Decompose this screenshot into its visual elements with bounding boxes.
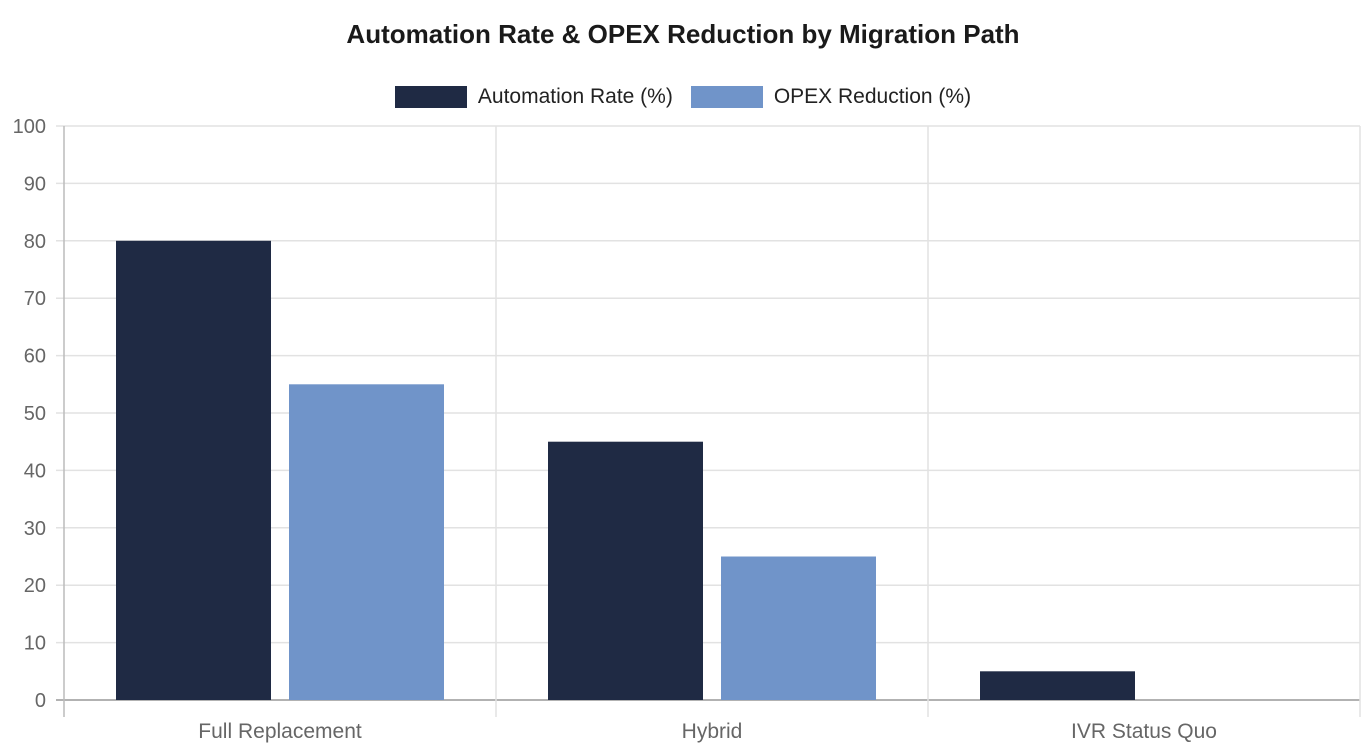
y-tick-label: 50 (24, 403, 46, 425)
y-tick-label: 60 (24, 346, 46, 368)
x-category-label: Full Replacement (198, 720, 362, 743)
legend-swatch-automation-rate (394, 86, 467, 108)
x-category-label: Hybrid (682, 720, 743, 743)
legend-item-opex-reduction[interactable]: OPEX Reduction (%) (690, 85, 972, 109)
legend-label-automation-rate: Automation Rate (%) (477, 85, 673, 108)
chart-title: Automation Rate & OPEX Reduction by Migr… (346, 19, 1020, 49)
legend-label-opex-reduction: OPEX Reduction (%) (773, 85, 972, 108)
legend-item-automation-rate[interactable]: Automation Rate (%) (394, 85, 673, 109)
y-tick-label: 100 (13, 116, 46, 138)
bar-automation-rate (980, 671, 1135, 700)
bar-opex-reduction (721, 556, 876, 700)
y-tick-label: 20 (24, 575, 46, 597)
tick-labels: 0 10 20 30 40 50 60 70 80 90 100 Full Replacement Hy… (13, 116, 1217, 743)
y-tick-label: 80 (24, 231, 46, 253)
y-tick-label: 10 (24, 633, 46, 655)
y-tick-label: 30 (24, 518, 46, 540)
bars (116, 240, 1135, 701)
y-tick-label: 0 (35, 690, 46, 712)
y-tick-label: 40 (24, 460, 46, 482)
grid-lines (56, 125, 1361, 717)
legend-swatch-opex-reduction (690, 86, 763, 108)
bar-opex-reduction (289, 384, 444, 700)
bar-automation-rate (548, 441, 703, 700)
bar-automation-rate (116, 240, 271, 701)
legend: Automation Rate (%) OPEX Reduction (%) (0, 83, 1366, 111)
x-category-label: IVR Status Quo (1071, 720, 1217, 743)
y-tick-label: 70 (24, 288, 46, 310)
y-tick-label: 90 (24, 173, 46, 195)
